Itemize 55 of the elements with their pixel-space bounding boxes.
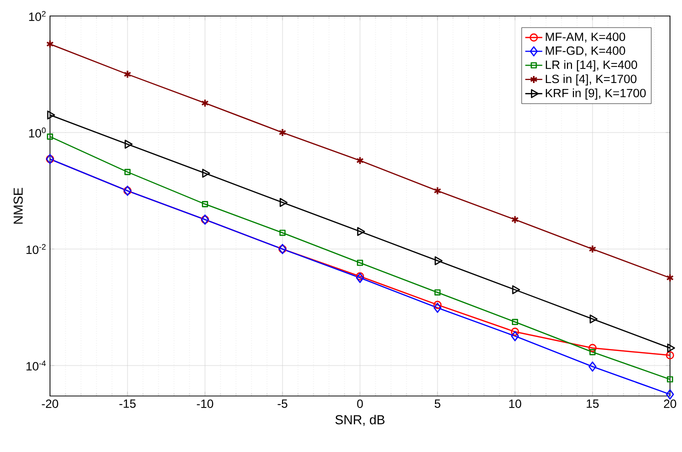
point bbox=[124, 70, 132, 79]
x-tick-label: -10 bbox=[196, 400, 214, 408]
point bbox=[590, 314, 598, 324]
point bbox=[666, 351, 674, 360]
point bbox=[511, 215, 519, 224]
point bbox=[356, 272, 364, 283]
x-tick-label: 0 bbox=[357, 400, 363, 408]
legend-label: LR in [14], K=400 bbox=[546, 60, 638, 72]
x-tick-label: 20 bbox=[664, 400, 676, 408]
point bbox=[47, 110, 56, 120]
point bbox=[434, 289, 441, 296]
point bbox=[434, 256, 443, 266]
x-tick-label: -5 bbox=[278, 400, 288, 408]
point bbox=[512, 318, 518, 326]
point bbox=[202, 168, 210, 178]
x-tick-label: 10 bbox=[509, 400, 522, 408]
point bbox=[588, 244, 596, 254]
point bbox=[356, 260, 364, 266]
y-tick-label: 10$^{2}$ bbox=[29, 10, 46, 21]
point bbox=[433, 300, 442, 309]
point bbox=[511, 331, 519, 342]
point bbox=[666, 389, 674, 400]
point bbox=[588, 344, 597, 352]
point bbox=[124, 168, 131, 176]
point bbox=[666, 376, 674, 382]
x-tick-label: 15 bbox=[586, 400, 599, 408]
legend-label: MF-AM, K=400 bbox=[546, 32, 626, 42]
y-axis-title: NMSE bbox=[14, 188, 23, 224]
point bbox=[356, 272, 364, 280]
point bbox=[512, 285, 520, 294]
point bbox=[280, 198, 288, 207]
x-tick-label: -15 bbox=[119, 400, 136, 408]
point bbox=[588, 361, 596, 372]
y-tick-label: 10$^{0}$ bbox=[29, 128, 46, 138]
point bbox=[434, 186, 442, 196]
point bbox=[434, 302, 442, 313]
point bbox=[46, 134, 54, 140]
point bbox=[202, 201, 208, 208]
point bbox=[357, 227, 366, 236]
x-tick-label: -20 bbox=[42, 400, 58, 408]
point bbox=[279, 230, 286, 236]
point bbox=[589, 349, 596, 356]
point bbox=[510, 328, 520, 336]
point bbox=[667, 344, 676, 352]
y-tick-label: 10$^{-4}$ bbox=[26, 360, 46, 371]
legend-label: LS in [4], K=1700 bbox=[546, 74, 636, 86]
x-axis-title: SNR, dB bbox=[335, 414, 384, 426]
point bbox=[278, 128, 286, 137]
point bbox=[356, 156, 364, 165]
y-tick-label: 10$^{-2}$ bbox=[26, 244, 46, 254]
point bbox=[124, 140, 133, 149]
legend-label: MF-GD, K=400 bbox=[546, 46, 626, 56]
x-tick-label: 5 bbox=[434, 400, 440, 408]
legend-label: KRF in [9], K=1700 bbox=[546, 88, 646, 100]
point bbox=[201, 98, 209, 108]
